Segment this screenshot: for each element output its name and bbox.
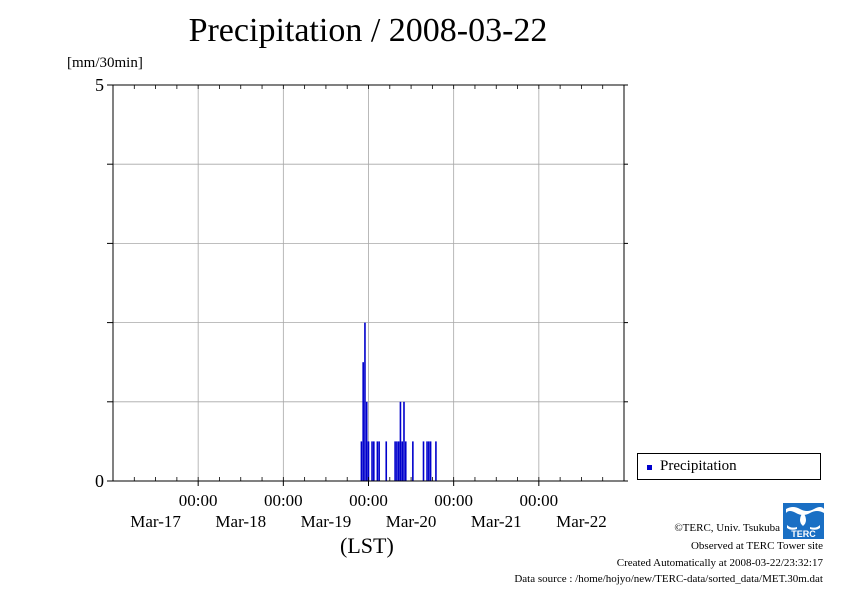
- data-source-text: Data source : /home/hojyo/new/TERC-data/…: [514, 573, 823, 585]
- legend-swatch-precipitation: [647, 465, 652, 470]
- x-tick-label-date: Mar-21: [471, 512, 522, 531]
- copyright-text: ©TERC, Univ. Tsukuba: [674, 522, 780, 534]
- x-tick-label-time: 00:00: [349, 491, 388, 510]
- precipitation-bar: [401, 441, 404, 481]
- precipitation-bar: [426, 441, 428, 481]
- precipitation-bar: [404, 441, 407, 481]
- x-tick-label-date: Mar-18: [215, 512, 266, 531]
- precipitation-bar: [371, 441, 373, 481]
- precipitation-bar: [397, 441, 400, 481]
- precipitation-bar: [394, 441, 396, 481]
- y-tick-label-5: 5: [95, 75, 104, 95]
- precipitation-bar: [376, 441, 379, 481]
- precipitation-bar: [403, 401, 405, 481]
- chart-title: Precipitation / 2008-03-22: [188, 12, 548, 49]
- axis-ticks: [107, 84, 628, 486]
- precipitation-bar: [396, 441, 398, 481]
- precipitation-bar: [378, 441, 380, 481]
- precipitation-bar: [412, 441, 414, 481]
- x-tick-labels: 00:00 Mar-17 00:00 Mar-18 00:00 Mar-19 00:00 Ma…: [130, 491, 606, 531]
- created-timestamp-text: Created Automatically at 2008-03-22/23:3…: [616, 557, 823, 569]
- x-tick-label-time: 00:00: [264, 491, 303, 510]
- precipitation-bar: [422, 441, 425, 481]
- x-tick-label-date: Mar-20: [386, 512, 437, 531]
- observed-at-text: Observed at TERC Tower site: [690, 540, 823, 552]
- x-tick-label-date: Mar-17: [130, 512, 181, 531]
- x-tick-label-time: 00:00: [179, 491, 218, 510]
- precipitation-bar: [373, 441, 375, 481]
- precipitation-bar: [362, 362, 364, 481]
- precipitation-bar: [360, 441, 363, 481]
- precipitation-bar: [365, 401, 368, 481]
- precipitation-bar: [367, 441, 370, 481]
- precipitation-bar: [364, 322, 366, 481]
- terc-logo: TERC: [783, 503, 824, 539]
- precipitation-bar: [435, 441, 437, 481]
- x-tick-label-date: Mar-19: [301, 512, 352, 531]
- legend: Precipitation: [637, 453, 821, 480]
- x-tick-label-time: 00:00: [519, 491, 558, 510]
- terc-logo-text: TERC: [791, 529, 816, 539]
- precipitation-bar: [428, 441, 430, 481]
- y-axis-unit-label: [mm/30min]: [67, 55, 143, 71]
- y-tick-label-0: 0: [95, 471, 104, 491]
- precipitation-bar: [385, 441, 388, 481]
- x-tick-label-time: 00:00: [434, 491, 473, 510]
- legend-label-precipitation: Precipitation: [660, 458, 737, 474]
- x-tick-label-date: Mar-22: [556, 512, 607, 531]
- grid-lines: [113, 85, 624, 481]
- precipitation-bar: [429, 441, 432, 481]
- precipitation-bars: [360, 322, 437, 481]
- x-axis-label: (LST): [340, 533, 394, 558]
- precipitation-bar: [399, 401, 402, 481]
